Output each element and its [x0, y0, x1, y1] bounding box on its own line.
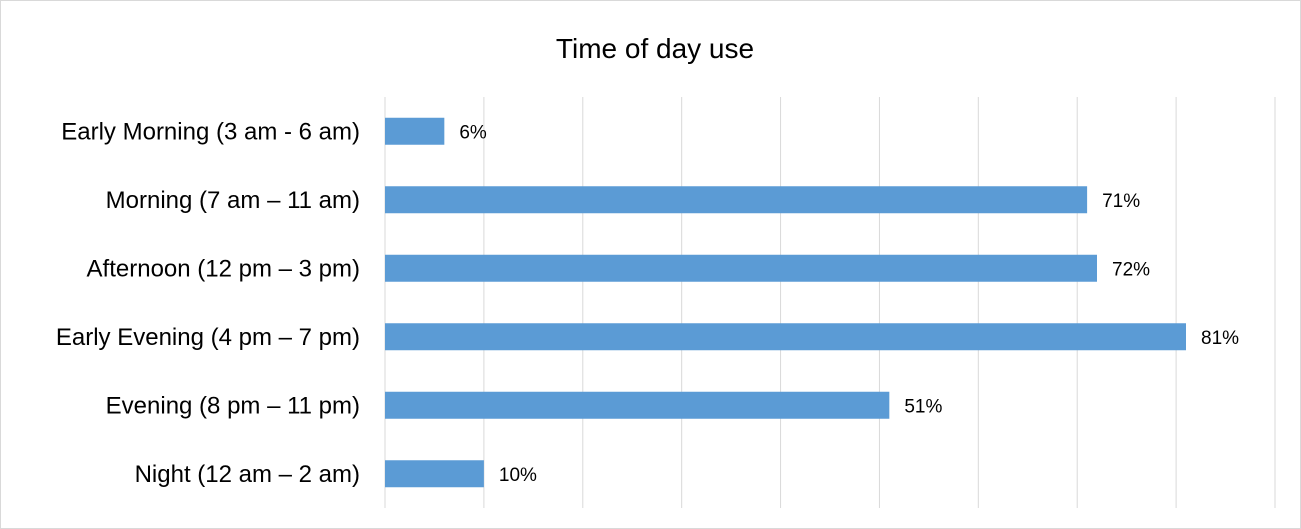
data-label: 6%	[459, 122, 487, 143]
category-labels: Early Morning (3 am - 6 am) Morning (7 am…	[56, 118, 360, 488]
category-label: Morning (7 am – 11 am)	[106, 187, 360, 214]
bar	[385, 254, 1097, 282]
category-label: Early Evening (4 pm – 7 pm)	[56, 324, 360, 351]
grid-lines	[384, 97, 1276, 508]
bar	[385, 391, 890, 419]
data-label: 72%	[1112, 259, 1150, 280]
data-label: 10%	[499, 465, 537, 486]
bar	[385, 460, 484, 488]
data-label: 81%	[1201, 328, 1239, 349]
data-label: 51%	[904, 396, 942, 417]
category-label: Afternoon (12 pm – 3 pm)	[87, 255, 360, 282]
chart-title: Time of day use	[556, 33, 754, 64]
category-label: Night (12 am – 2 am)	[135, 461, 360, 488]
category-label: Early Morning (3 am - 6 am)	[61, 118, 360, 145]
bar	[385, 117, 445, 145]
data-labels: 6% 71% 72% 81% 51% 10%	[459, 122, 1239, 486]
bar	[385, 186, 1088, 214]
bar	[385, 323, 1186, 351]
data-label: 71%	[1102, 191, 1140, 212]
bars	[385, 117, 1186, 488]
category-label: Evening (8 pm – 11 pm)	[106, 392, 360, 419]
